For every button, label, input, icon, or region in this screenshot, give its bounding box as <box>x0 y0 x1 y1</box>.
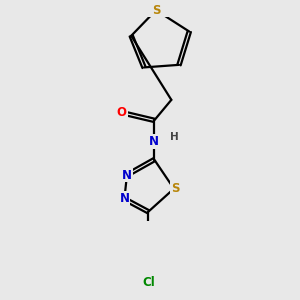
Text: N: N <box>119 192 129 206</box>
Text: N: N <box>149 135 159 148</box>
Text: S: S <box>171 182 180 195</box>
Text: N: N <box>122 169 132 182</box>
Text: H: H <box>169 132 178 142</box>
Text: O: O <box>117 106 127 119</box>
Text: Cl: Cl <box>142 276 155 289</box>
Text: S: S <box>152 4 160 17</box>
